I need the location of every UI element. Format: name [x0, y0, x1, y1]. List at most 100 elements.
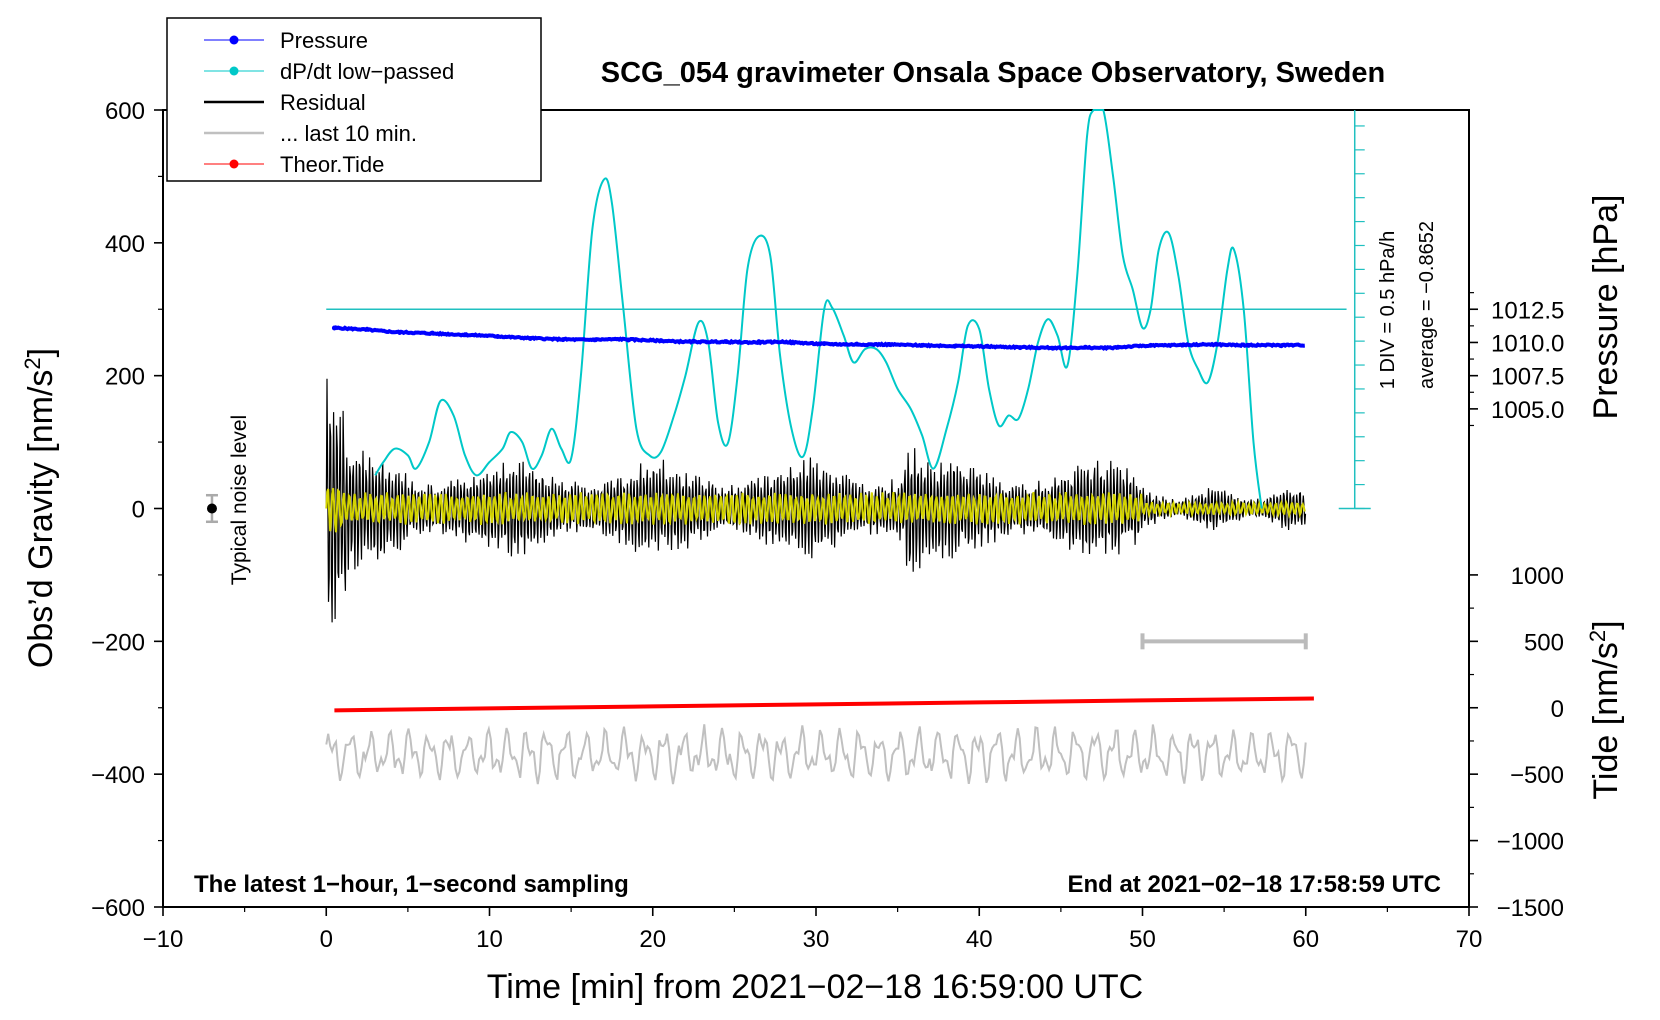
dpdt-division-label: 1 DIV = 0.5 hPa/h — [1377, 231, 1399, 389]
pressure-point — [560, 337, 566, 343]
pressure-point — [527, 336, 533, 341]
y-axis-title: Obs’d Gravity [nm/s2] — [20, 348, 61, 668]
pressure-point — [887, 342, 892, 347]
pressure-point — [984, 343, 990, 349]
annotation-sampling: The latest 1−hour, 1−second sampling — [194, 871, 629, 898]
tide-axis-title-sup: 2 — [1585, 630, 1610, 642]
pressure-tick-label: 1007.5 — [1491, 364, 1564, 391]
legend-marker — [229, 66, 239, 76]
pressure-point — [723, 339, 729, 345]
tide-tick-label: 1000 — [1511, 563, 1564, 590]
x-tick-label: 0 — [320, 926, 333, 953]
y-tick-label: −200 — [91, 629, 145, 656]
pressure-point — [789, 340, 794, 346]
tide-tick-label: −1500 — [1497, 895, 1564, 922]
tide-tick-label: −1000 — [1497, 829, 1564, 856]
series-last10 — [325, 724, 1307, 785]
y-axis-gravity: −600 −400 −200 0 200 400 600 — [91, 98, 163, 922]
y-axis-title-close: ] — [22, 348, 60, 357]
legend-label: Residual — [280, 90, 366, 115]
pressure-point — [1246, 342, 1252, 348]
pressure-point — [821, 341, 827, 347]
pressure-point — [462, 332, 468, 338]
noise-bar-point — [206, 503, 217, 514]
y-tick-label: −400 — [91, 762, 145, 789]
residual-lowpass-line — [325, 488, 1306, 533]
annotation-end-time: End at 2021−02−18 17:58:59 UTC — [1067, 871, 1441, 898]
pressure-tick-label: 1005.0 — [1491, 397, 1564, 424]
pressure-point — [1148, 342, 1154, 348]
legend-label: ... last 10 min. — [280, 121, 417, 146]
x-tick-label: 70 — [1456, 926, 1483, 953]
pressure-tick-label: 1010.0 — [1491, 330, 1564, 357]
x-tick-label: 60 — [1292, 926, 1319, 953]
pressure-point — [397, 330, 403, 335]
pressure-point — [495, 334, 501, 339]
legend-marker — [229, 159, 239, 169]
x-tick-label: −10 — [143, 926, 184, 953]
pressure-point — [919, 342, 925, 348]
dpdt-average-label: average = −0.8652 — [1416, 221, 1438, 389]
y-tick-label: 200 — [105, 364, 145, 391]
pressure-point — [331, 325, 337, 331]
last10-bar — [1140, 633, 1308, 650]
pressure-axis-title: Pressure [hPa] — [1587, 195, 1625, 420]
tide-axis-title-close: ] — [1587, 620, 1625, 629]
tide-tick-label: 500 — [1524, 629, 1564, 656]
y-tick-label: 400 — [105, 231, 145, 258]
pressure-point — [1017, 345, 1023, 351]
x-tick-label: 20 — [639, 926, 666, 953]
y-tick-label: −600 — [91, 895, 145, 922]
x-tick-label: 40 — [966, 926, 993, 953]
tide-tick-label: 0 — [1551, 696, 1564, 723]
pressure-point — [756, 339, 762, 345]
x-tick-label: 30 — [803, 926, 830, 953]
legend: Pressure dP/dt low−passed Residual ... last… — [166, 17, 542, 182]
y-axis-tide: −1500 −1000 −500 0 500 1000 — [1469, 563, 1564, 922]
pressure-point — [1050, 345, 1056, 351]
series-dpdt — [374, 109, 1263, 509]
x-axis: −10 0 10 20 30 40 50 60 70 — [143, 907, 1483, 953]
series-theor-tide — [334, 696, 1314, 713]
chart-title: SCG_054 gravimeter Onsala Space Observat… — [601, 57, 1385, 89]
y-tick-label: 600 — [105, 98, 145, 125]
pressure-point — [1082, 344, 1088, 350]
pressure-point — [854, 341, 860, 347]
x-tick-label: 10 — [476, 926, 503, 953]
pressure-point — [658, 338, 664, 344]
pressure-point — [1213, 341, 1219, 347]
legend-label: Pressure — [280, 28, 368, 53]
theor-tide-line — [334, 696, 1314, 713]
pressure-point — [1278, 343, 1284, 349]
pressure-point — [364, 326, 370, 332]
pressure-point — [625, 337, 631, 343]
pressure-tick-label: 1012.5 — [1491, 297, 1564, 324]
y-axis-title-main: Obs’d Gravity [nm/s — [22, 370, 60, 669]
tide-tick-label: −500 — [1510, 762, 1564, 789]
y-axis-title-sup: 2 — [20, 357, 45, 369]
series-residual-lowpass — [325, 488, 1306, 533]
y-tick-label: 0 — [132, 497, 145, 524]
y-axis-pressure: 1005.0 1007.5 1010.0 1012.5 — [1469, 292, 1564, 427]
tide-axis-title-main: Tide [nm/s — [1587, 642, 1625, 799]
pressure-point — [1115, 344, 1121, 350]
x-axis-title: Time [min] from 2021−02−18 16:59:00 UTC — [487, 968, 1143, 1006]
legend-label: dP/dt low−passed — [280, 59, 454, 84]
pressure-point — [593, 337, 599, 343]
pressure-point — [1180, 342, 1186, 348]
last10-line — [325, 724, 1307, 785]
x-tick-label: 50 — [1129, 926, 1156, 953]
dpdt-scale — [326, 110, 1371, 510]
noise-bar — [205, 493, 218, 524]
pressure-point — [429, 330, 435, 336]
tide-axis-title: Tide [nm/s2] — [1585, 620, 1626, 799]
pressure-point — [691, 338, 697, 344]
legend-box — [166, 17, 542, 182]
legend-marker — [229, 35, 239, 45]
noise-level-label: Typical noise level — [228, 415, 251, 585]
pressure-point — [952, 343, 958, 349]
legend-label: Theor.Tide — [280, 152, 384, 177]
series-pressure — [331, 325, 1305, 351]
dpdt-line — [374, 109, 1263, 509]
